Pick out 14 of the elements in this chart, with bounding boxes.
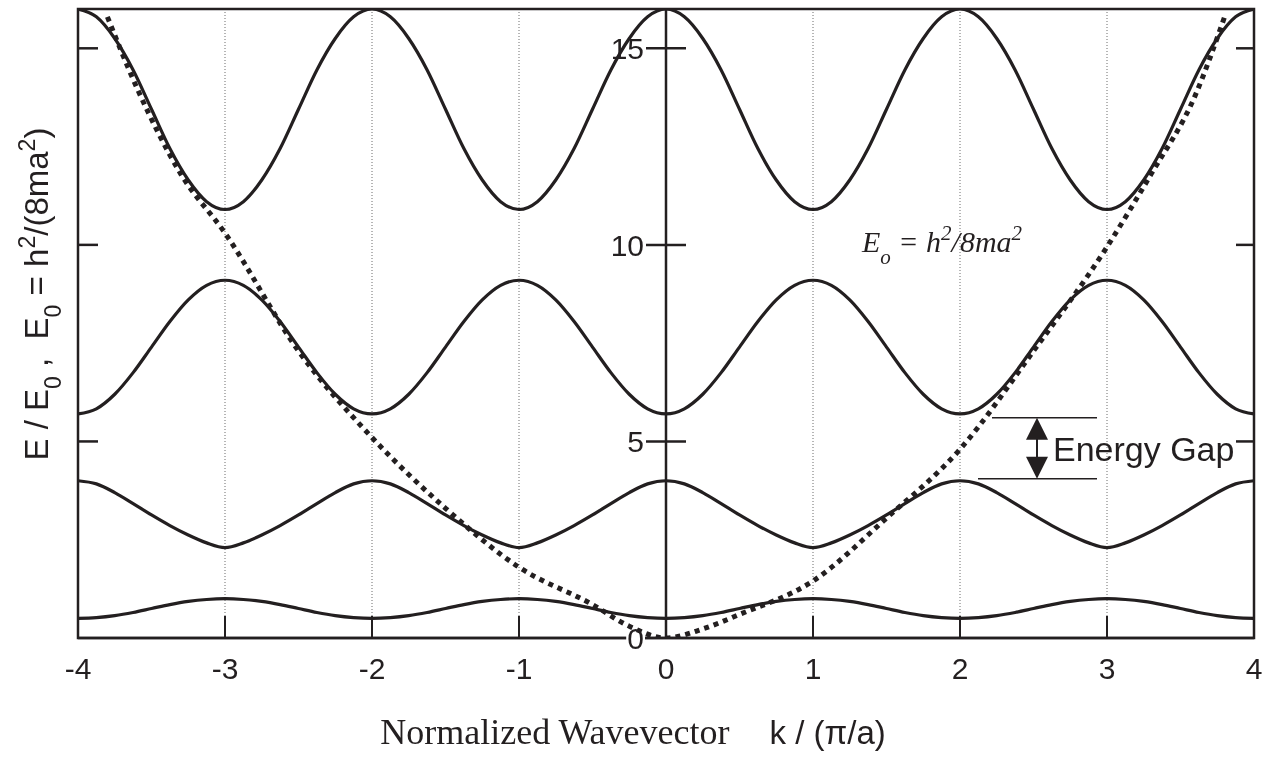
x-axis-title: Normalized Wavevector k / (π/a) (380, 712, 886, 752)
x-tick-label: 4 (1245, 652, 1262, 686)
x-tick-label: -2 (358, 652, 386, 686)
x-tick-label: 1 (804, 652, 822, 686)
x-tick-label: 2 (951, 652, 969, 686)
x-tick-label: -4 (64, 652, 92, 686)
x-tick-label: -3 (211, 652, 239, 686)
annotation: E$_{o}$ = h$^{2}$/8ma$^{2}$ (861, 221, 1023, 269)
x-tick-label: 0 (657, 652, 675, 686)
x-tick-label: 3 (1098, 652, 1116, 686)
annotation: Energy Gap (1053, 429, 1235, 468)
y-tick-label: 5 (627, 425, 644, 459)
x-tick-label: -1 (505, 652, 533, 686)
y-tick-label: 10 (610, 228, 644, 262)
